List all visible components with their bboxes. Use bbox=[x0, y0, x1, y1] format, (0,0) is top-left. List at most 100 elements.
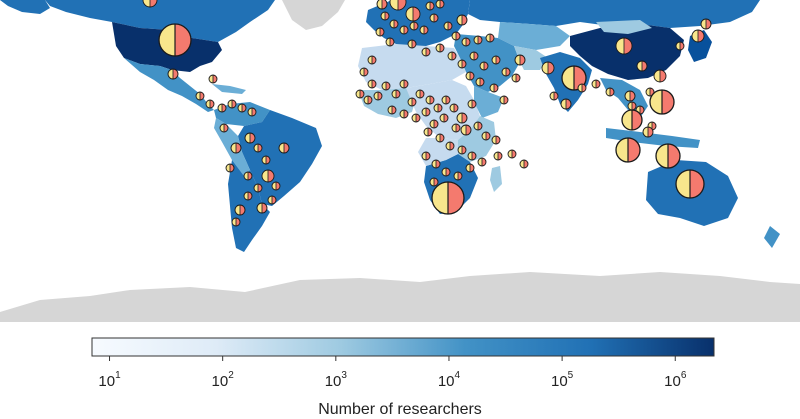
pie-marker bbox=[429, 119, 439, 129]
pie-marker bbox=[447, 51, 457, 61]
pie-marker-half-a bbox=[454, 172, 458, 180]
pie-marker-half-b bbox=[258, 144, 262, 152]
pie-marker-half-b bbox=[248, 192, 252, 200]
pie-marker bbox=[195, 91, 205, 101]
pie-marker-half-a bbox=[492, 136, 496, 144]
pie-marker-half-a bbox=[381, 12, 385, 20]
pie-marker bbox=[230, 142, 242, 154]
pie-marker bbox=[367, 55, 377, 65]
pie-marker bbox=[271, 181, 281, 191]
pie-marker bbox=[231, 217, 241, 227]
pie-marker-half-a bbox=[542, 62, 548, 74]
pie-marker bbox=[435, 43, 445, 53]
pie-marker bbox=[381, 81, 391, 91]
pie-marker-half-a bbox=[432, 160, 436, 168]
pie-marker bbox=[491, 135, 501, 145]
pie-marker bbox=[473, 121, 483, 131]
pie-marker-half-b bbox=[462, 113, 467, 123]
pie-marker-half-b bbox=[236, 143, 241, 153]
pie-marker-half-b bbox=[404, 26, 408, 34]
pie-marker-half-b bbox=[624, 38, 632, 54]
region-central-africa bbox=[406, 80, 480, 140]
tick-base: 10 bbox=[664, 373, 681, 390]
pie-marker-half-a bbox=[476, 78, 480, 86]
pie-marker bbox=[167, 68, 179, 80]
pie-marker-half-a bbox=[480, 62, 484, 70]
pie-marker-half-b bbox=[496, 136, 500, 144]
region-madagascar bbox=[490, 166, 502, 192]
pie-marker bbox=[491, 55, 501, 65]
pie-marker-half-b bbox=[426, 152, 430, 160]
pie-marker-half-b bbox=[478, 122, 482, 130]
tick-base: 10 bbox=[437, 373, 455, 390]
pie-marker-half-b bbox=[360, 90, 364, 98]
pie-marker bbox=[691, 29, 705, 43]
pie-marker bbox=[375, 27, 385, 37]
pie-marker-half-b bbox=[472, 100, 476, 108]
pie-marker-half-a bbox=[360, 68, 364, 76]
colorbar-tick-label: 105 bbox=[550, 370, 573, 390]
pie-marker bbox=[247, 107, 257, 117]
tick-exponent: 1 bbox=[115, 370, 121, 381]
pie-marker-half-a bbox=[468, 100, 472, 108]
pie-marker bbox=[653, 69, 667, 83]
pie-marker bbox=[624, 90, 636, 102]
pie-marker-half-b bbox=[642, 61, 647, 71]
region-canada bbox=[45, 0, 275, 42]
pie-marker bbox=[511, 73, 521, 83]
pie-marker-half-b bbox=[456, 32, 460, 40]
pie-marker bbox=[456, 112, 468, 124]
pie-marker-half-a bbox=[492, 56, 496, 64]
region-mongolia bbox=[596, 20, 652, 34]
pie-marker-half-b bbox=[632, 110, 642, 130]
pie-marker-half-a bbox=[220, 124, 224, 132]
pie-marker bbox=[389, 19, 399, 29]
pie-marker-half-a bbox=[578, 84, 582, 92]
pie-marker bbox=[655, 143, 681, 169]
region-colombia-venezuela bbox=[214, 102, 270, 126]
pie-marker-half-b bbox=[474, 52, 478, 60]
pie-marker-half-b bbox=[266, 156, 270, 164]
pie-marker bbox=[451, 123, 461, 133]
pie-marker-half-a bbox=[490, 84, 494, 92]
pie-marker-half-a bbox=[646, 88, 650, 96]
pie-marker-half-b bbox=[450, 142, 454, 150]
pie-marker-half-b bbox=[444, 114, 448, 122]
pie-marker-half-a bbox=[268, 196, 272, 204]
pie-marker-half-b bbox=[448, 182, 464, 214]
tick-base: 10 bbox=[550, 373, 568, 390]
pie-marker bbox=[514, 54, 526, 66]
pie-marker bbox=[457, 59, 467, 69]
pie-marker-half-b bbox=[494, 84, 498, 92]
pie-marker-half-b bbox=[690, 170, 704, 198]
pie-marker bbox=[376, 0, 388, 10]
world-map bbox=[0, 0, 800, 322]
pie-marker bbox=[501, 67, 511, 77]
pie-marker-half-b bbox=[516, 74, 520, 82]
pie-marker-half-a bbox=[676, 42, 680, 50]
tick-exponent: 3 bbox=[341, 370, 347, 381]
pie-marker-half-a bbox=[462, 38, 466, 46]
pie-marker-half-a bbox=[279, 143, 284, 153]
pie-marker bbox=[429, 13, 439, 23]
colorbar-tick-label: 102 bbox=[212, 370, 234, 390]
pie-marker bbox=[493, 151, 503, 161]
pie-marker bbox=[441, 167, 451, 177]
pie-marker-half-a bbox=[628, 102, 632, 110]
pie-marker-half-a bbox=[430, 178, 434, 186]
pie-marker-half-a bbox=[468, 152, 472, 160]
pie-marker-half-a bbox=[245, 133, 250, 143]
pie-marker bbox=[457, 145, 467, 155]
pie-marker bbox=[467, 151, 477, 161]
pie-marker bbox=[642, 126, 654, 138]
region-alaska bbox=[0, 0, 50, 14]
pie-marker bbox=[423, 127, 433, 137]
pie-marker-half-a bbox=[444, 22, 448, 30]
pie-marker bbox=[439, 113, 449, 123]
pie-marker-half-b bbox=[462, 15, 467, 25]
pie-marker-half-b bbox=[490, 34, 494, 42]
pie-marker-half-b bbox=[230, 164, 234, 172]
pie-marker-half-a bbox=[616, 138, 628, 162]
pie-marker-half-b bbox=[456, 124, 460, 132]
pie-marker-half-a bbox=[430, 14, 434, 22]
